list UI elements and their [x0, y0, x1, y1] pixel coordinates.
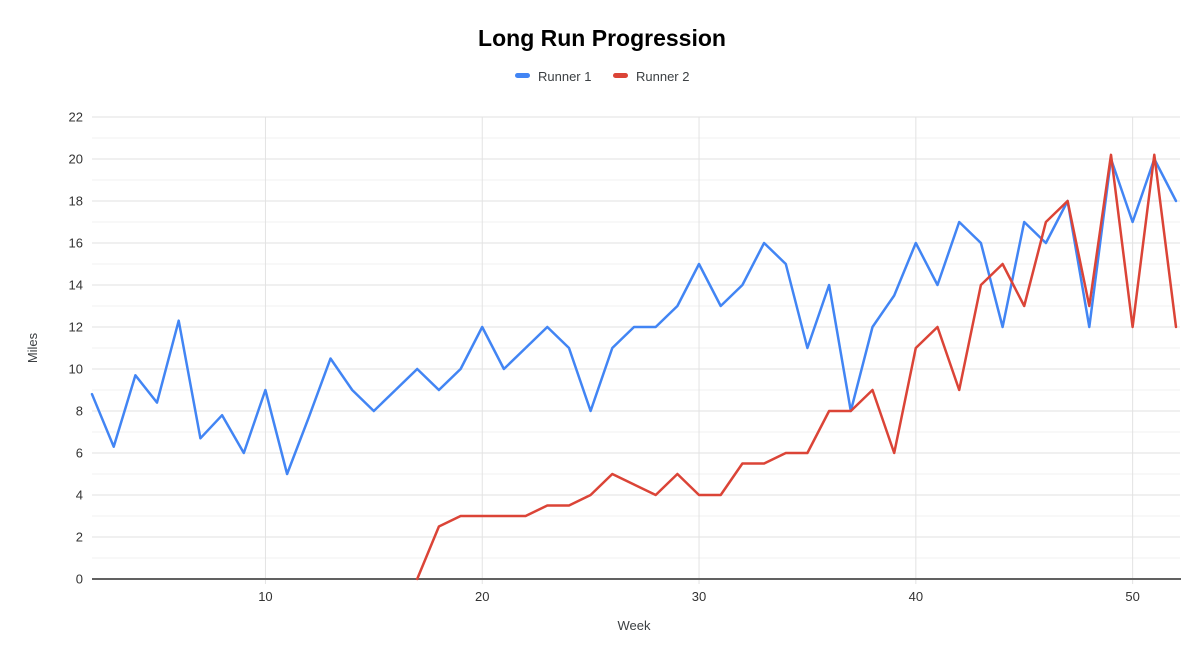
y-tick-label: 16: [69, 236, 83, 251]
y-tick-label: 0: [76, 572, 83, 587]
y-tick-label: 2: [76, 530, 83, 545]
y-axis-title: Miles: [25, 332, 40, 363]
series-line-runner-2: [415, 153, 1178, 581]
y-tick-label: 14: [69, 278, 83, 293]
legend: Runner 1 Runner 2: [515, 69, 689, 84]
series-line-runner-1: [90, 157, 1178, 476]
legend-swatch-runner-2-icon: [613, 73, 628, 78]
legend-swatch-runner-1-icon: [515, 73, 530, 78]
chart-title: Long Run Progression: [478, 25, 726, 51]
y-tick-label: 18: [69, 194, 83, 209]
y-tick-label: 22: [69, 110, 83, 125]
y-tick-label: 6: [76, 446, 83, 461]
y-tick-label: 10: [69, 362, 83, 377]
legend-item-runner-1: Runner 1: [515, 69, 591, 84]
legend-item-runner-2: Runner 2: [613, 69, 689, 84]
x-axis-title: Week: [618, 618, 651, 633]
x-tick-label: 40: [909, 589, 923, 604]
legend-label-runner-1: Runner 1: [538, 69, 591, 84]
x-tick-label: 20: [475, 589, 489, 604]
plot-area: 0 2 4 6 8 10 12 14 16 18 20 22 10 20 30 40 50: [69, 110, 1181, 604]
x-tick-label: 50: [1125, 589, 1139, 604]
y-tick-label: 20: [69, 152, 83, 167]
legend-label-runner-2: Runner 2: [636, 69, 689, 84]
y-tick-label: 4: [76, 488, 83, 503]
x-tick-label: 30: [692, 589, 706, 604]
y-tick-label: 12: [69, 320, 83, 335]
x-tick-label: 10: [258, 589, 272, 604]
y-tick-label: 8: [76, 404, 83, 419]
